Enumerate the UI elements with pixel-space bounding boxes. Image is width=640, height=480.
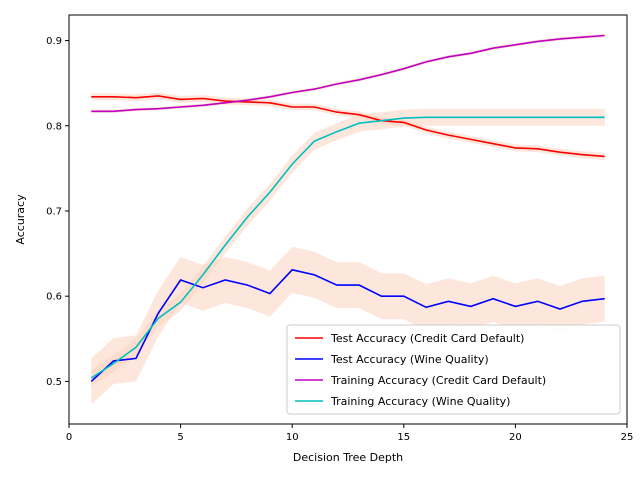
x-tick-label: 20 <box>509 432 522 443</box>
x-tick-label: 25 <box>621 432 634 443</box>
x-tick-label: 10 <box>286 432 299 443</box>
x-tick-label: 0 <box>66 432 72 443</box>
series-line-3 <box>90 116 605 379</box>
confidence-bands <box>91 33 605 405</box>
legend: Test Accuracy (Credit Card Default) Test … <box>286 324 621 415</box>
y-tick-label: 0.9 <box>46 36 62 47</box>
x-tick-label: 5 <box>177 432 183 443</box>
series-line-2 <box>91 34 605 113</box>
y-axis-ticks: 0.5 0.6 0.7 0.8 0.9 <box>46 36 69 388</box>
y-tick-label: 0.7 <box>46 206 62 217</box>
legend-entry: Training Accuracy (Wine Quality) <box>330 395 510 408</box>
legend-entry: Test Accuracy (Credit Card Default) <box>330 332 524 345</box>
x-tick-label: 15 <box>397 432 410 443</box>
confidence-band-2 <box>91 33 605 114</box>
confidence-band-0 <box>91 92 605 160</box>
y-axis-label: Accuracy <box>14 194 27 245</box>
x-axis-label: Decision Tree Depth <box>293 451 403 464</box>
plot-frame <box>68 14 628 425</box>
legend-box <box>286 324 621 415</box>
series-line-0 <box>91 95 605 158</box>
y-tick-label: 0.5 <box>46 377 62 388</box>
y-tick-label: 0.8 <box>46 121 62 132</box>
y-tick-label: 0.6 <box>46 292 62 303</box>
x-axis-ticks: 0 5 10 15 20 25 <box>66 424 634 443</box>
legend-entry: Test Accuracy (Wine Quality) <box>330 353 489 366</box>
series-line-1 <box>90 268 605 382</box>
legend-entry: Training Accuracy (Credit Card Default) <box>330 374 546 387</box>
confidence-band-1 <box>91 246 605 405</box>
series-lines <box>90 34 605 382</box>
